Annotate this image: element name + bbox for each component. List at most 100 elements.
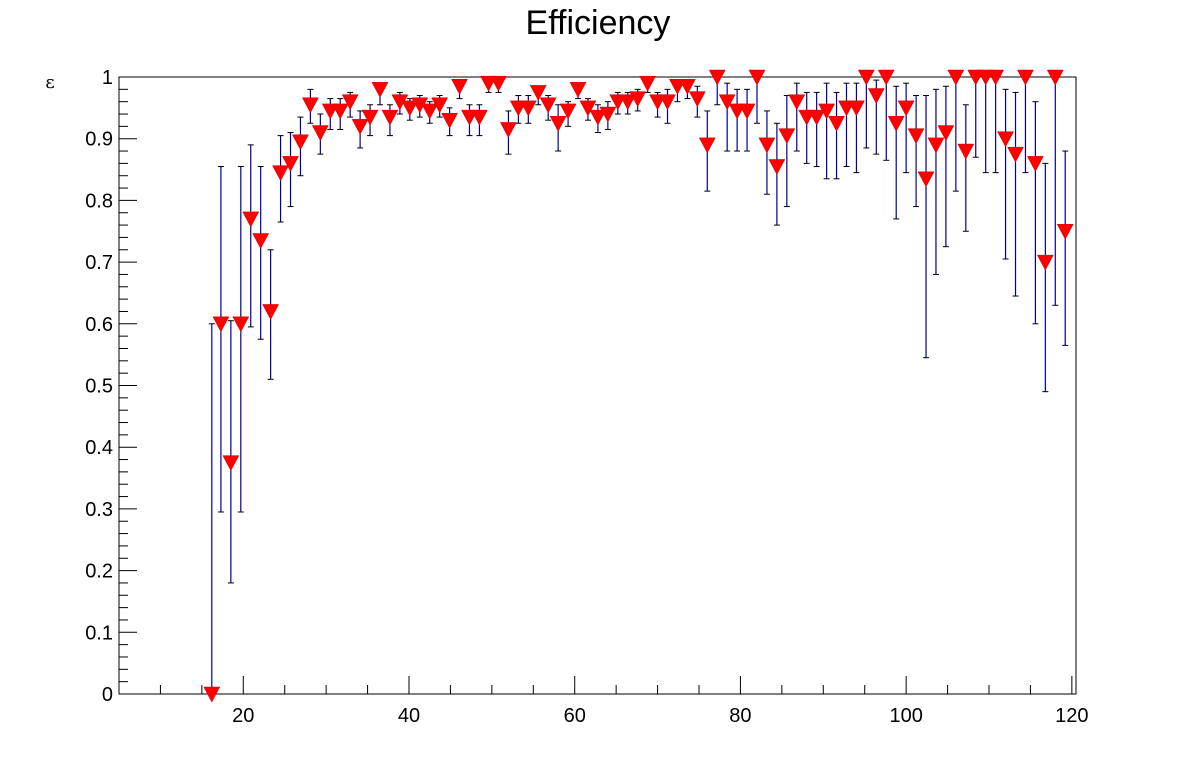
data-point — [698, 137, 716, 154]
x-tick-label: 60 — [564, 705, 586, 727]
error-bar — [1012, 91, 1019, 297]
data-point — [1046, 69, 1064, 86]
y-axis-label: ε — [45, 72, 54, 93]
data-point — [579, 100, 597, 117]
data-point — [441, 112, 459, 129]
data-point — [471, 109, 488, 126]
data-point — [639, 75, 657, 92]
error-bar — [793, 82, 800, 152]
data-point — [401, 100, 419, 117]
data-point — [1026, 156, 1044, 172]
y-tick-label: 0.7 — [85, 252, 113, 274]
data-point — [997, 131, 1014, 148]
error-bar — [803, 91, 810, 164]
data-point — [242, 211, 260, 228]
data-point — [1017, 69, 1034, 86]
plot-frame — [118, 76, 1077, 695]
data-point — [947, 69, 965, 86]
y-tick-label: 0.4 — [85, 437, 113, 459]
y-tick-label: 0.3 — [85, 499, 113, 521]
data-point — [927, 137, 945, 154]
y-tick-label: 1 — [102, 67, 113, 89]
error-bar — [833, 91, 840, 180]
data-point — [957, 143, 975, 160]
data-point — [867, 88, 885, 105]
x-tick-label: 100 — [889, 705, 922, 727]
x-tick-label: 120 — [1055, 705, 1088, 727]
x-tick-label: 20 — [232, 705, 254, 727]
y-tick-label: 0.5 — [85, 376, 113, 398]
error-bar — [962, 104, 969, 232]
error-bar — [217, 165, 224, 513]
data-point — [629, 91, 647, 108]
y-tick-label: 0.9 — [85, 129, 113, 151]
data-point — [738, 103, 756, 120]
error-bar — [724, 82, 731, 152]
data-point — [569, 82, 587, 98]
data-point — [818, 103, 836, 120]
x-tick-label: 40 — [398, 705, 420, 727]
data-point — [659, 94, 676, 111]
data-point — [788, 94, 806, 111]
error-bar — [1042, 162, 1049, 393]
data-point — [907, 128, 925, 145]
error-bar — [257, 165, 264, 340]
data-point — [203, 686, 221, 703]
error-bar — [942, 85, 949, 248]
data-point — [708, 69, 726, 86]
y-tick-label: 0 — [102, 684, 113, 706]
data-point — [301, 97, 319, 114]
data-point — [877, 69, 895, 86]
data-point — [828, 116, 845, 132]
data-point — [539, 97, 557, 114]
error-bar — [843, 82, 850, 167]
data-point — [490, 75, 507, 92]
error-bar — [783, 95, 790, 208]
error-bar — [992, 76, 999, 174]
error-bar — [823, 82, 830, 180]
data-point — [381, 109, 399, 126]
data-point — [808, 109, 826, 126]
error-bar — [1002, 88, 1009, 260]
data-point — [1007, 146, 1024, 163]
error-bar — [952, 76, 959, 192]
data-point — [549, 116, 567, 132]
y-tick-label: 0.1 — [85, 622, 113, 644]
data-point — [718, 94, 736, 111]
y-tick-label: 0.8 — [85, 190, 113, 212]
error-bar — [1032, 101, 1039, 325]
data-point — [371, 82, 389, 98]
data-point — [500, 122, 517, 138]
data-point — [331, 103, 349, 120]
data-point — [887, 116, 905, 132]
data-point — [688, 91, 706, 108]
error-bar — [883, 76, 890, 161]
data-point — [1056, 224, 1074, 240]
error-bar — [982, 76, 989, 174]
axis-ticks — [119, 76, 1073, 695]
data-point — [917, 171, 935, 188]
data-point — [857, 69, 875, 86]
data-point — [589, 109, 607, 126]
data-point — [758, 137, 776, 154]
data-point — [937, 125, 955, 142]
error-bar — [853, 82, 860, 174]
y-tick-label: 0.6 — [85, 314, 113, 336]
data-point — [599, 106, 617, 123]
error-bar — [1052, 76, 1059, 306]
data-point — [292, 134, 309, 151]
data-point — [252, 233, 270, 250]
error-bar — [237, 165, 244, 513]
data-point — [361, 109, 379, 126]
data-point — [529, 85, 547, 101]
x-tick-label: 80 — [729, 705, 751, 727]
error-bar — [893, 85, 900, 220]
data-point — [678, 79, 696, 95]
error-bar — [932, 88, 939, 275]
error-bar — [744, 88, 751, 152]
data-point — [848, 100, 865, 117]
data-point — [451, 79, 468, 95]
data-point — [282, 156, 299, 172]
data-point — [421, 103, 439, 120]
